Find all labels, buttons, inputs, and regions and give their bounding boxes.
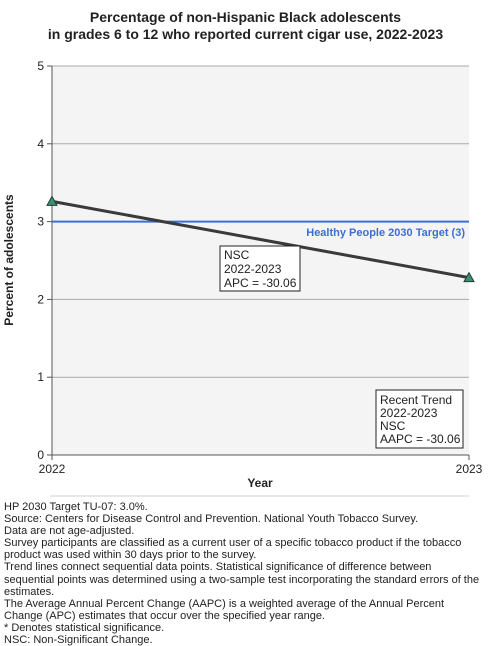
y-axis-label: Percent of adolescents bbox=[2, 194, 16, 326]
x-axis-ticks: 2022 2023 bbox=[39, 455, 483, 476]
footnote-line: NSC: Non-Significant Change. bbox=[4, 634, 153, 646]
footnote-line: Source: Centers for Disease Control and … bbox=[4, 513, 419, 526]
footnote-line: sequential points was determined using a… bbox=[4, 573, 480, 586]
footnote-line: The Average Annual Percent Change (AAPC)… bbox=[4, 597, 445, 610]
y-tick-label: 4 bbox=[37, 137, 44, 151]
footnotes: HP 2030 Target TU-07: 3.0%. Source: Cent… bbox=[4, 501, 490, 646]
data-point-marker[interactable] bbox=[463, 271, 475, 283]
data-point-marker[interactable] bbox=[46, 195, 58, 206]
chart-title: Percentage of non-Hispanic Black adolesc… bbox=[0, 9, 491, 43]
target-label: Healthy People 2030 Target (3) bbox=[306, 227, 465, 239]
footnote-line: HP 2030 Target TU-07: 3.0%. bbox=[4, 501, 148, 513]
footnote-line: Survey participants are classified as a … bbox=[4, 537, 462, 550]
chart-title-line-1: Percentage of non-Hispanic Black adolesc… bbox=[89, 9, 402, 25]
footnote-line: product was used within 30 days prior to… bbox=[4, 549, 257, 562]
footnote-line: Trend lines connect sequential data poin… bbox=[4, 561, 432, 574]
trend-annotation-line-1: Recent Trend bbox=[380, 393, 452, 407]
trend-annotation-line-2: 2022-2023 bbox=[380, 406, 438, 420]
footnote-line: Data are not age-adjusted. bbox=[4, 525, 135, 538]
y-tick-label: 1 bbox=[37, 370, 44, 384]
trend-annotation-box: Recent Trend 2022-2023 NSC AAPC = -30.06 bbox=[375, 389, 464, 449]
segment-annotation-line-1: NSC bbox=[224, 248, 250, 262]
series-line bbox=[51, 199, 470, 280]
trend-annotation-line-3: NSC bbox=[380, 419, 406, 433]
y-tick-label: 2 bbox=[37, 292, 44, 306]
chart-title-line-2: in grades 6 to 12 who reported current c… bbox=[47, 26, 444, 42]
y-tick-label: 5 bbox=[37, 59, 44, 73]
footnote-line: Change (APC) estimates that occur over t… bbox=[4, 609, 325, 622]
footnote-line: * Denotes statistical significance. bbox=[4, 621, 165, 634]
svg-text:Recent Trend 2022-2023: Recent Trend 2022-2023 NSC AAPC = -30.06 bbox=[380, 393, 461, 446]
svg-text:NSC 2022-2023 APC: NSC 2022-2023 APC = -30.06 bbox=[224, 248, 297, 290]
chart: 0 1 2 3 4 5 2022 2023 Healthy People 2030 Targ… bbox=[2, 59, 483, 497]
x-axis-label: Year bbox=[247, 476, 273, 490]
segment-annotation-box: NSC 2022-2023 APC = -30.06 bbox=[219, 245, 301, 292]
footnote-line: estimates. bbox=[4, 585, 55, 598]
series-layer bbox=[46, 195, 475, 283]
segment-annotation-line-2: 2022-2023 bbox=[224, 262, 282, 276]
trend-annotation-line-4: AAPC = -30.06 bbox=[380, 432, 461, 446]
x-tick-label: 2023 bbox=[456, 462, 483, 476]
y-tick-label: 3 bbox=[37, 215, 44, 229]
y-tick-label: 0 bbox=[37, 448, 44, 462]
segment-annotation-line-3: APC = -30.06 bbox=[224, 276, 297, 290]
y-axis-ticks: 0 1 2 3 4 5 bbox=[37, 59, 52, 462]
x-tick-label: 2022 bbox=[39, 462, 66, 476]
